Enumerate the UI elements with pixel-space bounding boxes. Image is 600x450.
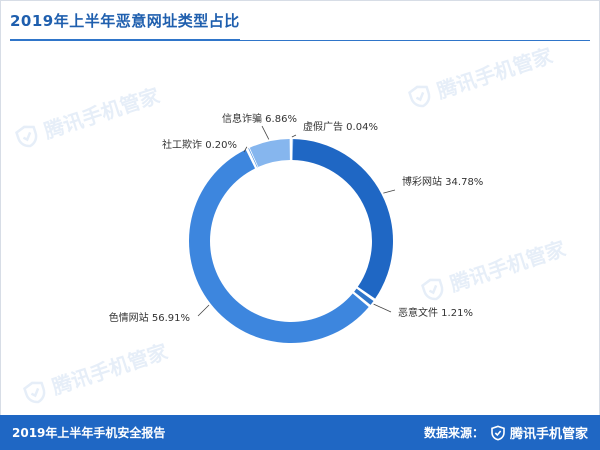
donut-slice-6 (292, 139, 294, 161)
donut-slice-3 (189, 149, 369, 343)
brand-name: 腾讯手机管家 (509, 427, 588, 442)
slice-label-2: 恶意文件 1.21% (398, 306, 473, 319)
leader-line-3 (197, 304, 210, 317)
donut-slice-5 (249, 139, 290, 167)
shield-icon (491, 424, 505, 440)
footer-bar: 2019年上半年手机安全报告 数据来源： 腾讯手机管家 (0, 415, 600, 450)
slice-label-1: 博彩网站 34.78% (402, 175, 483, 188)
report-name: 2019年上半年手机安全报告 (12, 426, 166, 440)
slice-label-5: 信息诈骗 6.86% (222, 112, 297, 125)
chart-title: 2019年上半年恶意网址类型占比 (10, 12, 240, 30)
source-label: 数据来源： (423, 426, 484, 440)
donut-slice-2 (354, 288, 374, 305)
donut-slice-1 (292, 139, 393, 299)
slice-label-4: 社工欺诈 0.20% (162, 138, 237, 151)
data-source: 数据来源： 腾讯手机管家 (424, 423, 588, 442)
slice-label-3: 色情网站 56.91% (109, 311, 190, 324)
title-divider (10, 40, 590, 41)
slice-label-6: 虚假广告 0.04% (303, 120, 378, 133)
leader-line-1 (383, 189, 396, 194)
leader-line-2 (373, 303, 392, 313)
leader-line-6 (291, 134, 297, 138)
title-divider-accent (10, 39, 240, 41)
donut-slice-4 (248, 148, 258, 168)
leader-line-4 (243, 146, 248, 153)
leader-line-5 (261, 125, 270, 140)
